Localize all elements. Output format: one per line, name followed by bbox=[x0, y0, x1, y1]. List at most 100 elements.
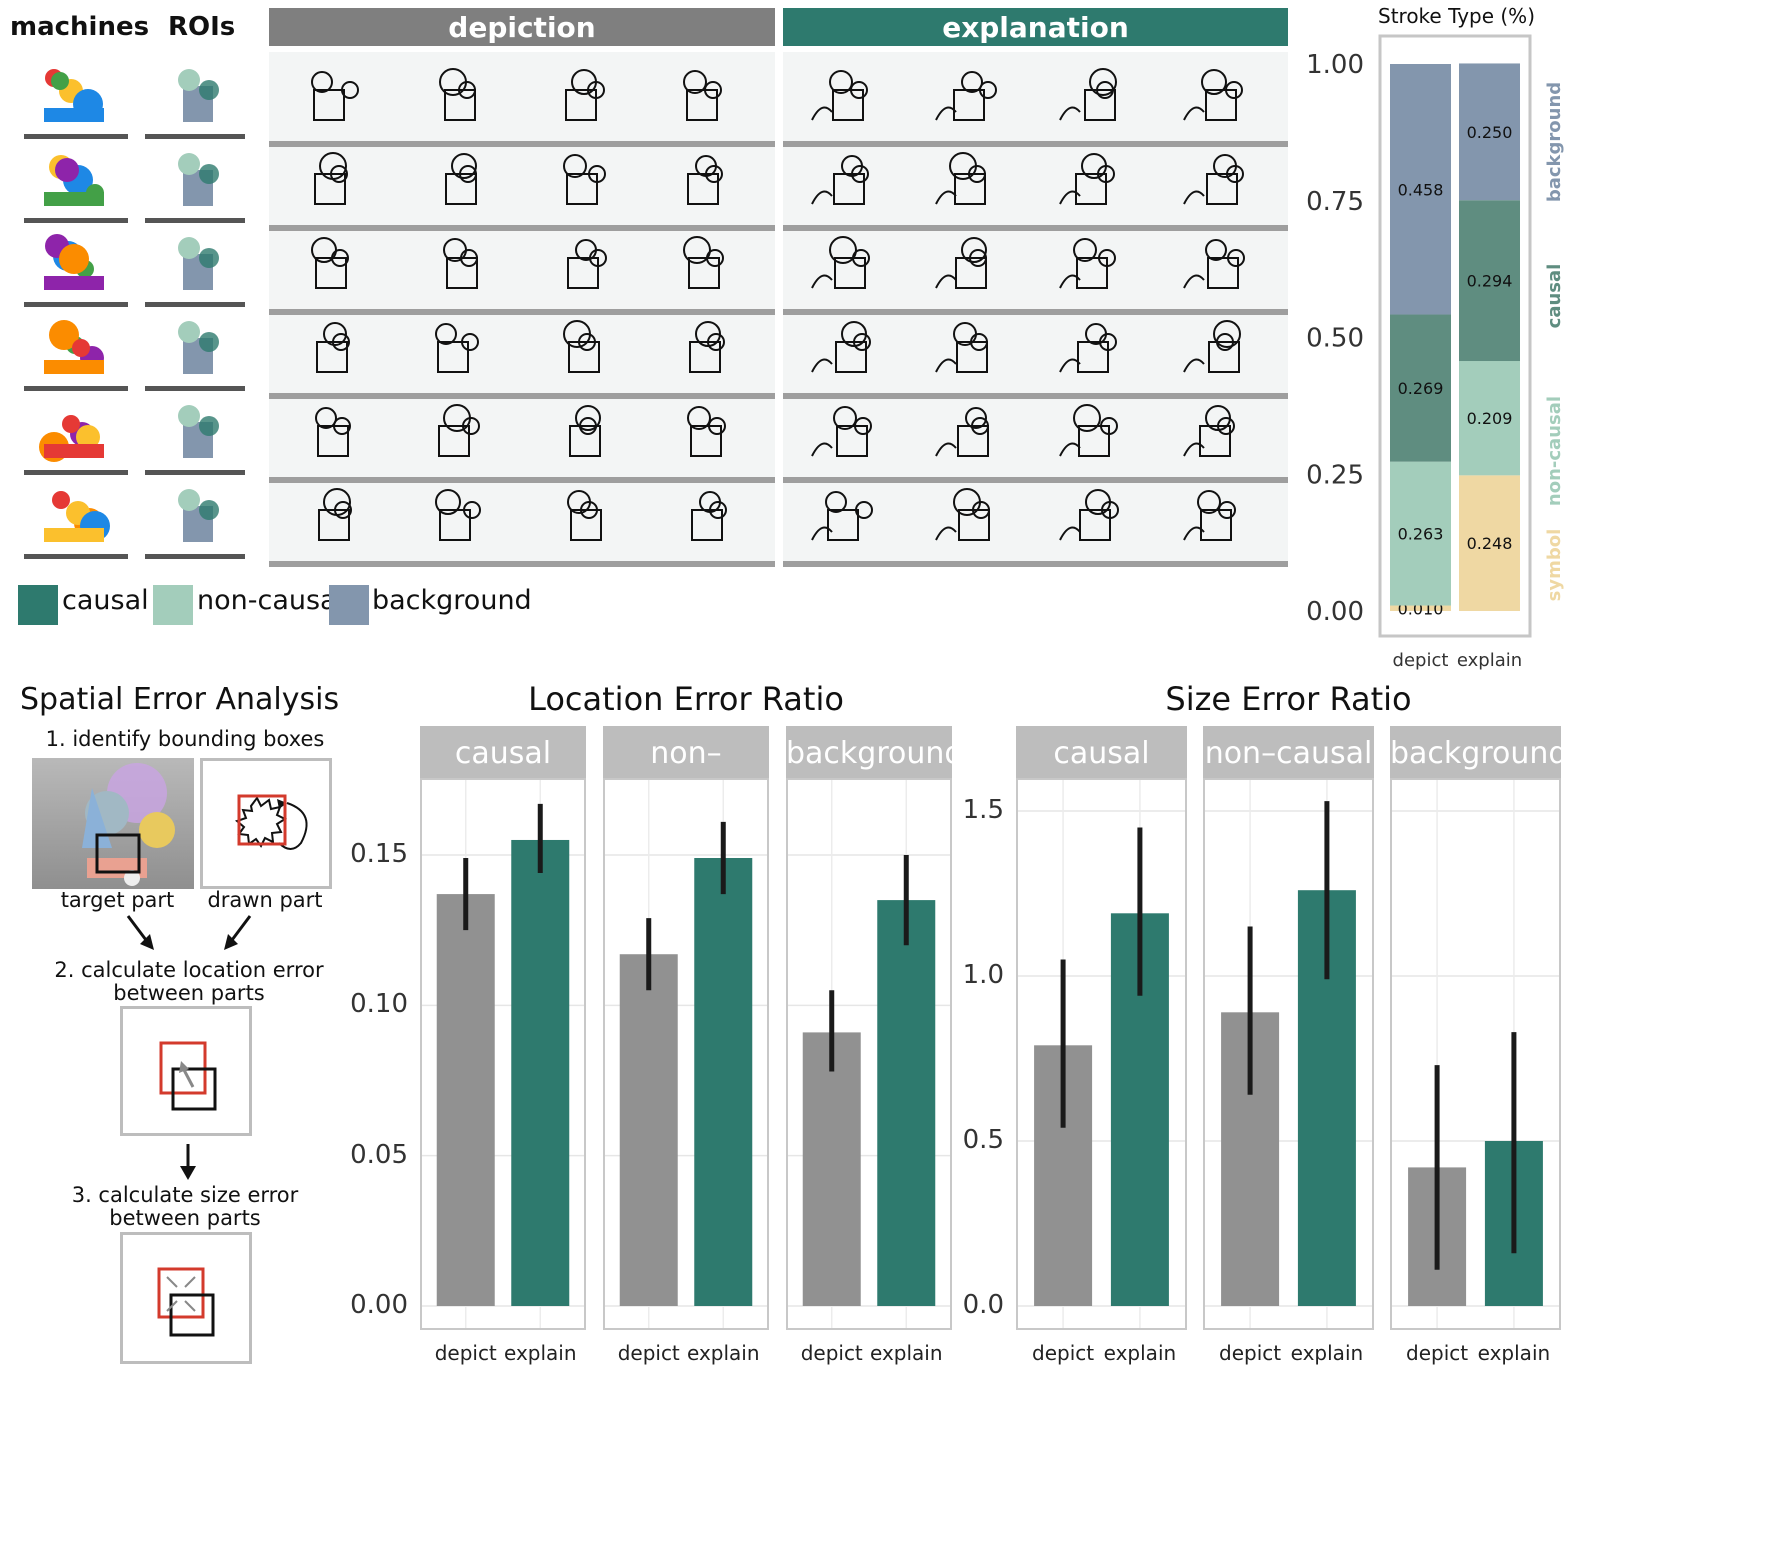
stroke-side-label: non-causal bbox=[1544, 396, 1565, 506]
error-xtick-label: depict bbox=[1219, 1341, 1282, 1365]
drawn-part-box bbox=[200, 758, 332, 889]
stroke-value-label: 0.263 bbox=[1398, 525, 1444, 544]
depiction-sketch bbox=[691, 491, 727, 541]
machine-photo bbox=[24, 155, 128, 223]
sketch-arrow bbox=[1059, 442, 1081, 457]
sketch-row-divider bbox=[269, 141, 775, 147]
size-chart-title: Size Error Ratio bbox=[1165, 680, 1412, 718]
explanation-sketch bbox=[1059, 323, 1117, 373]
sketch-row-divider bbox=[269, 393, 775, 399]
depiction-sketch bbox=[314, 152, 348, 205]
sketch-stroke bbox=[438, 425, 470, 457]
roi-noncausal-part bbox=[178, 489, 200, 511]
step2-label-line2: between parts bbox=[113, 981, 265, 1005]
sketch-stroke bbox=[1200, 509, 1232, 541]
sketch-arrow bbox=[935, 358, 957, 373]
stroke-value-label: 0.248 bbox=[1467, 534, 1513, 553]
sketch-stroke bbox=[855, 501, 873, 519]
sketch-stroke bbox=[1098, 249, 1116, 267]
sketch-arrow bbox=[811, 442, 833, 457]
error-xtick-label: depict bbox=[1032, 1341, 1095, 1365]
sketch-stroke bbox=[315, 407, 337, 429]
sketch-arrow bbox=[811, 190, 833, 205]
stroke-ytick-label: 0.75 bbox=[1306, 187, 1364, 217]
roi-noncausal-part bbox=[178, 69, 200, 91]
sketch-row-divider bbox=[783, 225, 1288, 231]
sketch-stroke bbox=[968, 165, 986, 183]
machine-base bbox=[44, 528, 104, 542]
sketch-stroke bbox=[949, 152, 977, 180]
sketch-stroke bbox=[851, 165, 869, 183]
sketch-stroke bbox=[961, 237, 987, 263]
sketch-arrow bbox=[1059, 358, 1081, 373]
explanation-sketch bbox=[811, 321, 871, 373]
depiction-sketch bbox=[311, 71, 359, 121]
facet-strip-label: non–causal bbox=[1203, 726, 1374, 778]
explanation-sketch bbox=[935, 71, 997, 121]
sketch-stroke bbox=[979, 81, 997, 99]
facet-panel bbox=[603, 778, 769, 1330]
sketch-stroke bbox=[1216, 333, 1234, 351]
target-part-label: target part bbox=[60, 888, 175, 912]
legend-label-non-causal: non-causal bbox=[197, 585, 345, 616]
sketch-stroke bbox=[580, 501, 598, 519]
sketch-stroke bbox=[834, 257, 866, 289]
sketch-stroke bbox=[443, 404, 471, 432]
sketch-row-divider bbox=[269, 477, 775, 483]
depiction-sketch bbox=[687, 406, 726, 457]
sketch-stroke bbox=[316, 341, 348, 373]
error-bar-explain bbox=[877, 900, 936, 1306]
roi-silhouette bbox=[145, 237, 245, 307]
machine-part bbox=[49, 320, 79, 350]
stroke-xtick-label: depict bbox=[1393, 650, 1449, 671]
depiction-sketch bbox=[311, 237, 349, 289]
explanation-sketch bbox=[1059, 238, 1116, 289]
machine-ground bbox=[24, 554, 128, 559]
sketch-stroke bbox=[579, 417, 597, 435]
machine-base bbox=[44, 108, 104, 122]
step3-label-line1: 3. calculate size error bbox=[71, 1183, 299, 1207]
sketch-stroke bbox=[1226, 165, 1244, 183]
sketch-stroke bbox=[1096, 81, 1114, 99]
error-bar-depict bbox=[802, 1032, 861, 1306]
location-chart-title: Location Error Ratio bbox=[528, 680, 844, 718]
sketch-row-divider bbox=[783, 477, 1288, 483]
error-bar-explain bbox=[511, 839, 570, 1306]
error-xtick-label: explain bbox=[869, 1341, 943, 1365]
stroke-bar-non-causal bbox=[1459, 361, 1520, 476]
sketch-arrow bbox=[811, 274, 833, 289]
sketch-arrow bbox=[1183, 526, 1205, 541]
roi-causal-part bbox=[199, 500, 219, 520]
sketch-stroke bbox=[1207, 257, 1239, 289]
sketch-stroke bbox=[1208, 341, 1240, 373]
sketch-arrow bbox=[1183, 274, 1205, 289]
machines-header: machines bbox=[10, 12, 150, 42]
facet-plot bbox=[422, 780, 584, 1328]
depiction-sketch bbox=[316, 322, 350, 373]
sketch-stroke bbox=[690, 425, 722, 457]
sketch-stroke bbox=[1206, 173, 1238, 205]
error-ytick-label: 0.5 bbox=[962, 1125, 1004, 1155]
step1-label: 1. identify bounding boxes bbox=[45, 727, 325, 751]
sketch-stroke bbox=[850, 81, 868, 99]
facet-strip-label: non–causal bbox=[603, 726, 769, 827]
error-xtick-label: explain bbox=[1103, 1341, 1177, 1365]
machine-ground bbox=[24, 218, 128, 223]
facet-plot bbox=[788, 780, 950, 1328]
roi-causal-part bbox=[199, 416, 219, 436]
stroke-ytick-label: 0.50 bbox=[1306, 324, 1364, 354]
depiction-sketch bbox=[438, 404, 480, 457]
sketch-stroke bbox=[458, 81, 476, 99]
sketch-stroke bbox=[578, 333, 596, 351]
sketch-stroke bbox=[704, 81, 722, 99]
sketch-stroke bbox=[1217, 417, 1235, 435]
location-error-box bbox=[120, 1006, 252, 1136]
sketch-arrow bbox=[1059, 190, 1081, 205]
error-xtick-label: explain bbox=[1477, 1341, 1551, 1365]
stroke-type-chart: 0.000.250.500.751.000.0100.2630.2690.458… bbox=[1306, 34, 1565, 671]
facet-panel bbox=[1390, 778, 1561, 1330]
depiction-sketch bbox=[563, 320, 600, 373]
sketch-arrow bbox=[935, 274, 957, 289]
error-ytick-label: 0.10 bbox=[350, 989, 408, 1020]
roi-causal-part bbox=[199, 164, 219, 184]
